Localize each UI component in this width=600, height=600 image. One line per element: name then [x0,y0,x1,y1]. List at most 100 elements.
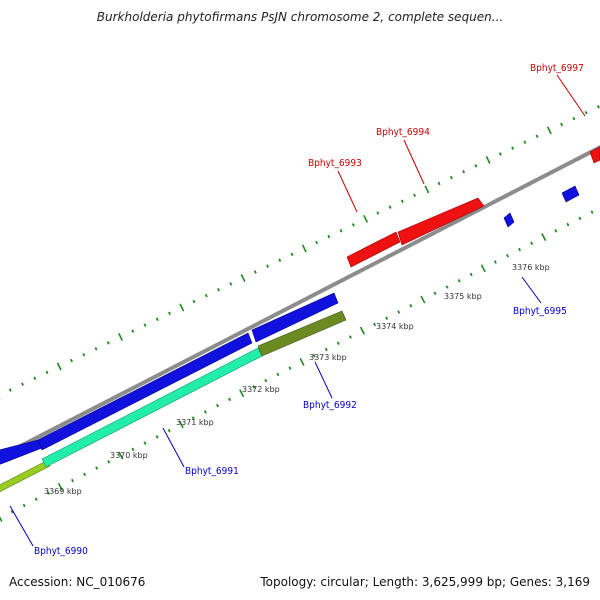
inner-minor-tick [566,222,570,227]
inner-minor-tick [167,428,171,433]
outer-minor-tick [70,358,73,363]
outer-minor-tick [253,270,257,274]
outer-minor-tick [82,352,86,357]
gene-label-bphyt-6993[interactable]: Bphyt_6993 [308,158,362,169]
inner-minor-tick [469,272,473,277]
inner-minor-tick [191,416,195,420]
outer-minor-tick [192,299,196,304]
inner-major-tick [118,451,124,460]
outer-major-tick [118,333,123,341]
gene-label-bphyt-6994[interactable]: Bphyt_6994 [376,127,430,138]
kbp-label: 3371 kbp [176,418,214,427]
outer-minor-tick [449,175,453,180]
accession-value: NC_010676 [76,575,146,589]
inner-major-tick [178,420,184,429]
outer-minor-tick [21,382,24,386]
gene-bar-blue-long[interactable] [37,332,253,451]
inner-major-tick [57,482,63,491]
inner-minor-tick [578,216,582,221]
gene-bar-blue-short[interactable] [251,292,339,343]
inner-minor-tick [264,378,268,383]
chromosome-backbone [0,145,600,459]
inner-minor-tick [409,304,413,308]
outer-major-tick [56,362,62,371]
outer-minor-tick [131,329,135,333]
inner-minor-tick [95,466,99,470]
inner-major-tick [0,516,3,522]
gene-bar-lime[interactable] [0,459,51,502]
inner-minor-tick [252,385,256,389]
inner-minor-tick [143,441,147,445]
gene-bar-bphyt-6995[interactable] [503,212,515,228]
inner-minor-tick [71,478,74,483]
inner-minor-tick [34,497,38,502]
inner-minor-tick [22,503,26,508]
gene-label-bphyt-6997[interactable]: Bphyt_6997 [530,63,584,74]
inner-minor-tick [324,347,328,352]
gene-leader-line [556,74,586,117]
outer-minor-tick [339,228,343,233]
inner-major-tick [420,295,426,304]
outer-minor-tick [400,199,404,203]
gene-label-bphyt-6992[interactable]: Bphyt_6992 [303,400,357,411]
gene-label-bphyt-6995[interactable]: Bphyt_6995 [513,306,567,317]
gene-bar-bphyt-6992[interactable] [257,310,347,357]
inner-minor-tick [336,341,340,345]
inner-minor-tick [276,372,280,377]
inner-minor-tick [203,410,207,414]
outer-major-tick [546,126,552,135]
outer-major-tick [485,155,491,164]
kbp-scale-labels: 3369 kbp 3370 kbp 3371 kbp 3372 kbp 3373 kbp… [44,263,550,496]
gene-leader-line [521,276,542,304]
outer-major-tick [424,185,430,194]
gene-bar-bphyt-6993[interactable] [346,231,401,268]
gene-bar-bphyt-6991[interactable] [41,347,263,468]
inner-minor-tick [155,435,159,439]
outer-minor-tick [584,110,588,115]
inner-minor-tick [554,229,558,233]
kbp-label: 3375 kbp [444,292,482,301]
inner-minor-tick [215,403,219,408]
gene-label-bphyt-6990[interactable]: Bphyt_6990 [34,546,88,557]
kbp-label: 3370 kbp [110,451,148,460]
inner-major-tick [299,358,305,366]
inner-minor-tick [385,316,389,320]
inner-minor-tick [518,247,522,252]
outer-minor-tick [106,341,110,345]
outer-minor-tick [266,264,270,268]
gene-bar-bphyt-6997[interactable] [589,146,600,164]
inner-minor-tick [83,472,87,477]
inner-minor-tick [312,353,316,358]
outer-minor-tick [388,205,392,209]
outer-major-tick [363,214,369,223]
inner-minor-tick [505,254,509,258]
reverse-strand-track [0,185,580,502]
forward-strand-track [346,146,600,268]
gene-leader-line [9,505,34,547]
outer-minor-tick [437,181,441,186]
outer-minor-tick [8,388,12,392]
inner-minor-tick [10,510,14,514]
gene-leader-line [337,170,358,213]
inner-minor-tick [457,279,461,283]
outer-minor-tick [168,311,171,316]
outer-minor-tick [413,193,417,198]
accession-label: Accession: [9,575,73,589]
outer-minor-tick [511,146,515,150]
inner-minor-tick [590,210,594,214]
gene-bar-blue-small[interactable] [561,185,580,203]
inner-minor-tick [433,291,437,296]
inner-major-tick [359,326,366,335]
inner-minor-tick [228,397,232,402]
gene-bar-bphyt-6994[interactable] [397,197,485,246]
outer-major-tick [240,274,246,282]
gene-label-bphyt-6991[interactable]: Bphyt_6991 [185,466,239,477]
inner-minor-tick [107,460,111,464]
gene-leader-line [403,139,425,185]
kbp-label: 3373 kbp [309,353,347,362]
outer-minor-tick [560,122,564,127]
outer-minor-tick [290,252,294,257]
outer-minor-tick [535,134,539,139]
